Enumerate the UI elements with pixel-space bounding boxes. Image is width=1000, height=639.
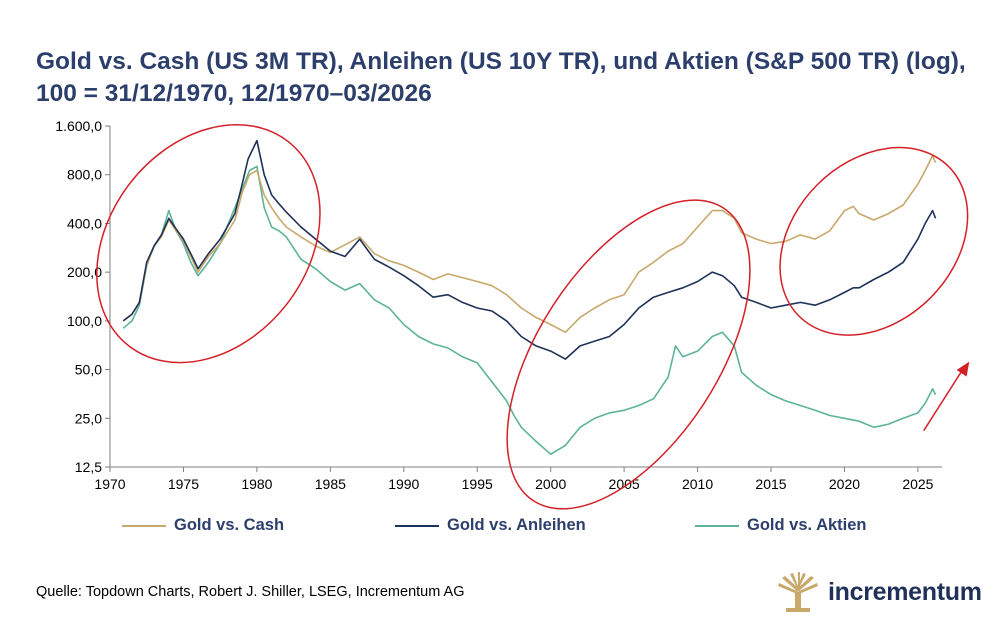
- legend-label-gold-vs-anleihen: Gold vs. Anleihen: [447, 516, 586, 534]
- legend-swatch-gold-vs-aktien: [695, 524, 739, 527]
- x-tick-label: 2015: [755, 476, 786, 492]
- legend-item-gold-vs-anleihen: Gold vs. Anleihen: [395, 516, 586, 535]
- series-line-gold-vs-cash: [122, 154, 937, 334]
- x-tick-label: 1995: [462, 476, 493, 492]
- legend-item-gold-vs-aktien: Gold vs. Aktien: [695, 516, 867, 535]
- chart-title: Gold vs. Cash (US 3M TR), Anleihen (US 1…: [36, 48, 966, 107]
- highlight-ellipse-2: [506, 199, 751, 510]
- highlight-ellipse-1: [96, 123, 321, 364]
- y-tick-label: 200,0: [67, 264, 102, 280]
- x-tick-label: 2025: [902, 476, 933, 492]
- incrementum-logo: incrementum: [776, 570, 982, 614]
- trend-arrow-shaft: [923, 368, 964, 431]
- x-tick-label: 1985: [315, 476, 346, 492]
- y-tick-label: 25,0: [75, 410, 102, 426]
- legend-item-gold-vs-cash: Gold vs. Cash: [122, 516, 284, 535]
- trend-arrow-head: [956, 361, 970, 377]
- axes: 12,5 25,0 50,0 100,0 200,0 400,0 800,0 1.600,0 1…: [55, 118, 942, 492]
- x-tick-label: 2000: [535, 476, 566, 492]
- x-tick-label: 2020: [829, 476, 860, 492]
- x-tick-label: 1980: [241, 476, 272, 492]
- y-tick-label: 800,0: [67, 167, 102, 183]
- legend-label-gold-vs-aktien: Gold vs. Aktien: [747, 516, 867, 534]
- y-tick-label: 1.600,0: [55, 118, 102, 134]
- annotations: [96, 123, 970, 510]
- highlight-ellipse-3: [779, 146, 969, 336]
- legend-label-gold-vs-cash: Gold vs. Cash: [174, 516, 285, 534]
- y-tick-label: 100,0: [67, 313, 102, 329]
- tree-icon: [778, 572, 818, 612]
- x-tick-label: 1975: [168, 476, 199, 492]
- series-line-gold-vs-anleihen: [122, 139, 937, 360]
- legend-swatch-gold-vs-cash: [122, 524, 166, 527]
- legend-swatch-gold-vs-anleihen: [395, 524, 439, 527]
- y-tick-label: 400,0: [67, 215, 102, 231]
- source-note: Quelle: Topdown Charts, Robert J. Shille…: [36, 584, 465, 600]
- x-tick-label: 1990: [388, 476, 419, 492]
- series-layer: [122, 139, 937, 456]
- legend: Gold vs. Cash Gold vs. Anleihen Gold vs.…: [0, 516, 1000, 540]
- y-tick-label: 50,0: [75, 362, 102, 378]
- x-tick-label: 2005: [609, 476, 640, 492]
- series-line-gold-vs-aktien: [122, 165, 937, 456]
- x-tick-label: 2010: [682, 476, 713, 492]
- x-tick-label: 1970: [94, 476, 125, 492]
- y-tick-label: 12,5: [75, 459, 102, 475]
- logo-text: incrementum: [828, 577, 982, 606]
